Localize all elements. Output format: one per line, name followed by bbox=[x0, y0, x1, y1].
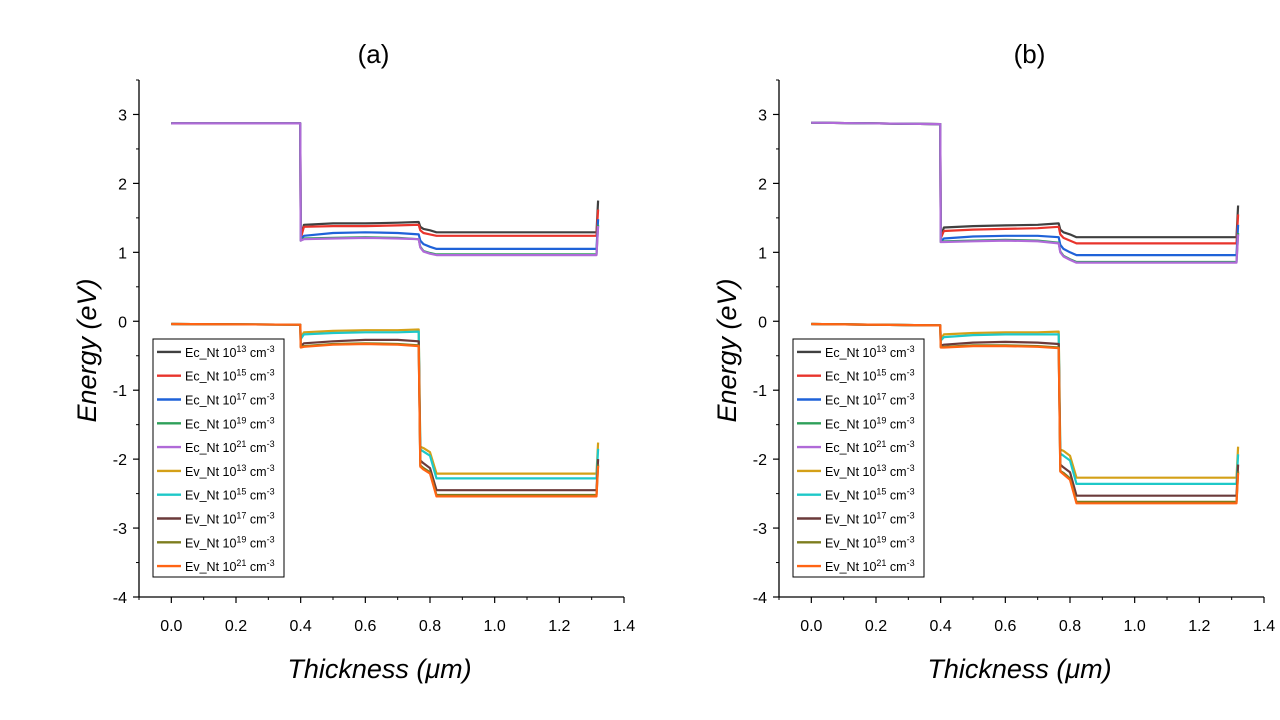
legend-entry: Ec_Nt 1021 cm-3 bbox=[825, 439, 915, 455]
y-tick-label: -2 bbox=[113, 452, 127, 469]
series-line-1 bbox=[811, 121, 1240, 239]
y-tick-label: 1 bbox=[758, 245, 767, 262]
y-tick-label: -1 bbox=[753, 383, 767, 400]
legend: Ec_Nt 1013 cm-3 Ec_Nt 1015 cm-3 Ec_Nt 1017… bbox=[792, 338, 925, 578]
legend-box bbox=[792, 338, 925, 578]
y-tick-label: 0 bbox=[118, 314, 127, 331]
x-tick-label: 0.0 bbox=[160, 618, 182, 635]
y-tick-label: -3 bbox=[113, 521, 127, 538]
legend-entry: Ec_Nt 1015 cm-3 bbox=[185, 368, 275, 384]
x-axis-label: Thickness (μm) bbox=[927, 654, 1111, 684]
panel-b: (b) 0.0 0.2 0.4 0.6 0.8 1.0 1.2 1.4 -4 -3 -2 -1 0 1 2 3 T… bbox=[712, 39, 1275, 684]
legend-entry: Ev_Nt 1013 cm-3 bbox=[825, 463, 915, 479]
y-tick-label: 3 bbox=[758, 107, 767, 124]
legend-entry: Ec_Nt 1019 cm-3 bbox=[825, 415, 915, 431]
y-tick-label: -4 bbox=[113, 590, 127, 607]
legend-entry: Ev_Nt 1017 cm-3 bbox=[825, 511, 915, 527]
legend-entry: Ec_Nt 1019 cm-3 bbox=[185, 415, 275, 431]
x-tick-label: 0.6 bbox=[354, 618, 376, 635]
legend-box bbox=[152, 338, 285, 578]
x-tick-label: 0.2 bbox=[225, 618, 247, 635]
legend-entry: Ev_Nt 1021 cm-3 bbox=[825, 558, 915, 574]
series-line-2 bbox=[171, 122, 600, 240]
x-tick-label: 0.4 bbox=[930, 618, 952, 635]
y-tick-label: 2 bbox=[758, 176, 767, 193]
panel-a: (a) 0.0 0.2 0.4 0.6 0.8 1.0 1.2 1.4 -4 -3 -2 -1 0 1 2 3 T… bbox=[72, 39, 635, 684]
x-tick-label: 1.2 bbox=[548, 618, 570, 635]
legend-entry: Ec_Nt 1015 cm-3 bbox=[825, 368, 915, 384]
y-tick-label: -4 bbox=[753, 590, 767, 607]
x-tick-label: 1.0 bbox=[484, 618, 506, 635]
legend-entry: Ev_Nt 1021 cm-3 bbox=[185, 558, 275, 574]
series-line-10 bbox=[171, 322, 600, 498]
legend: Ec_Nt 1013 cm-3 Ec_Nt 1015 cm-3 Ec_Nt 1017… bbox=[152, 338, 285, 578]
series-line-3 bbox=[811, 121, 1240, 257]
legend-entry: Ec_Nt 1017 cm-3 bbox=[825, 392, 915, 408]
legend-entry: Ec_Nt 1013 cm-3 bbox=[185, 344, 275, 360]
series-line-7 bbox=[811, 322, 1240, 485]
legend-entry: Ec_Nt 1021 cm-3 bbox=[185, 439, 275, 455]
y-tick-label: -3 bbox=[753, 521, 767, 538]
x-tick-label: 0.6 bbox=[994, 618, 1016, 635]
y-tick-label: -1 bbox=[113, 383, 127, 400]
y-axis-label: Energy (eV) bbox=[712, 278, 742, 422]
series-line-5 bbox=[171, 122, 600, 257]
panel-title: (b) bbox=[1014, 39, 1046, 69]
x-tick-label: 0.8 bbox=[1059, 618, 1081, 635]
legend-entry: Ev_Nt 1019 cm-3 bbox=[825, 534, 915, 550]
y-tick-label: 2 bbox=[118, 176, 127, 193]
x-tick-label: 1.4 bbox=[1253, 618, 1275, 635]
x-tick-label: 0.4 bbox=[290, 618, 312, 635]
series-line-3 bbox=[171, 122, 600, 250]
legend-entry: Ec_Nt 1013 cm-3 bbox=[825, 344, 915, 360]
x-tick-label: 0.2 bbox=[865, 618, 887, 635]
series-line-7 bbox=[171, 322, 600, 480]
y-tick-label: -2 bbox=[753, 452, 767, 469]
y-tick-label: 3 bbox=[118, 107, 127, 124]
x-axis-label: Thickness (μm) bbox=[287, 654, 471, 684]
series-line-10 bbox=[811, 322, 1240, 505]
x-tick-label: 1.0 bbox=[1124, 618, 1146, 635]
legend-entry: Ev_Nt 1015 cm-3 bbox=[185, 487, 275, 503]
legend-entry: Ev_Nt 1013 cm-3 bbox=[185, 463, 275, 479]
legend-entry: Ev_Nt 1015 cm-3 bbox=[825, 487, 915, 503]
series-line-6 bbox=[811, 322, 1240, 479]
legend-entry: Ev_Nt 1017 cm-3 bbox=[185, 511, 275, 527]
panel-title: (a) bbox=[358, 39, 390, 69]
y-tick-label: 0 bbox=[758, 314, 767, 331]
legend-entry: Ev_Nt 1019 cm-3 bbox=[185, 534, 275, 550]
series-line-5 bbox=[811, 121, 1240, 264]
x-tick-label: 1.4 bbox=[613, 618, 635, 635]
x-tick-label: 0.0 bbox=[800, 618, 822, 635]
x-tick-label: 0.8 bbox=[419, 618, 441, 635]
y-tick-label: 1 bbox=[118, 245, 127, 262]
y-axis-label: Energy (eV) bbox=[72, 278, 102, 422]
legend-entry: Ec_Nt 1017 cm-3 bbox=[185, 392, 275, 408]
series-line-1 bbox=[171, 122, 600, 239]
x-tick-label: 1.2 bbox=[1188, 618, 1210, 635]
